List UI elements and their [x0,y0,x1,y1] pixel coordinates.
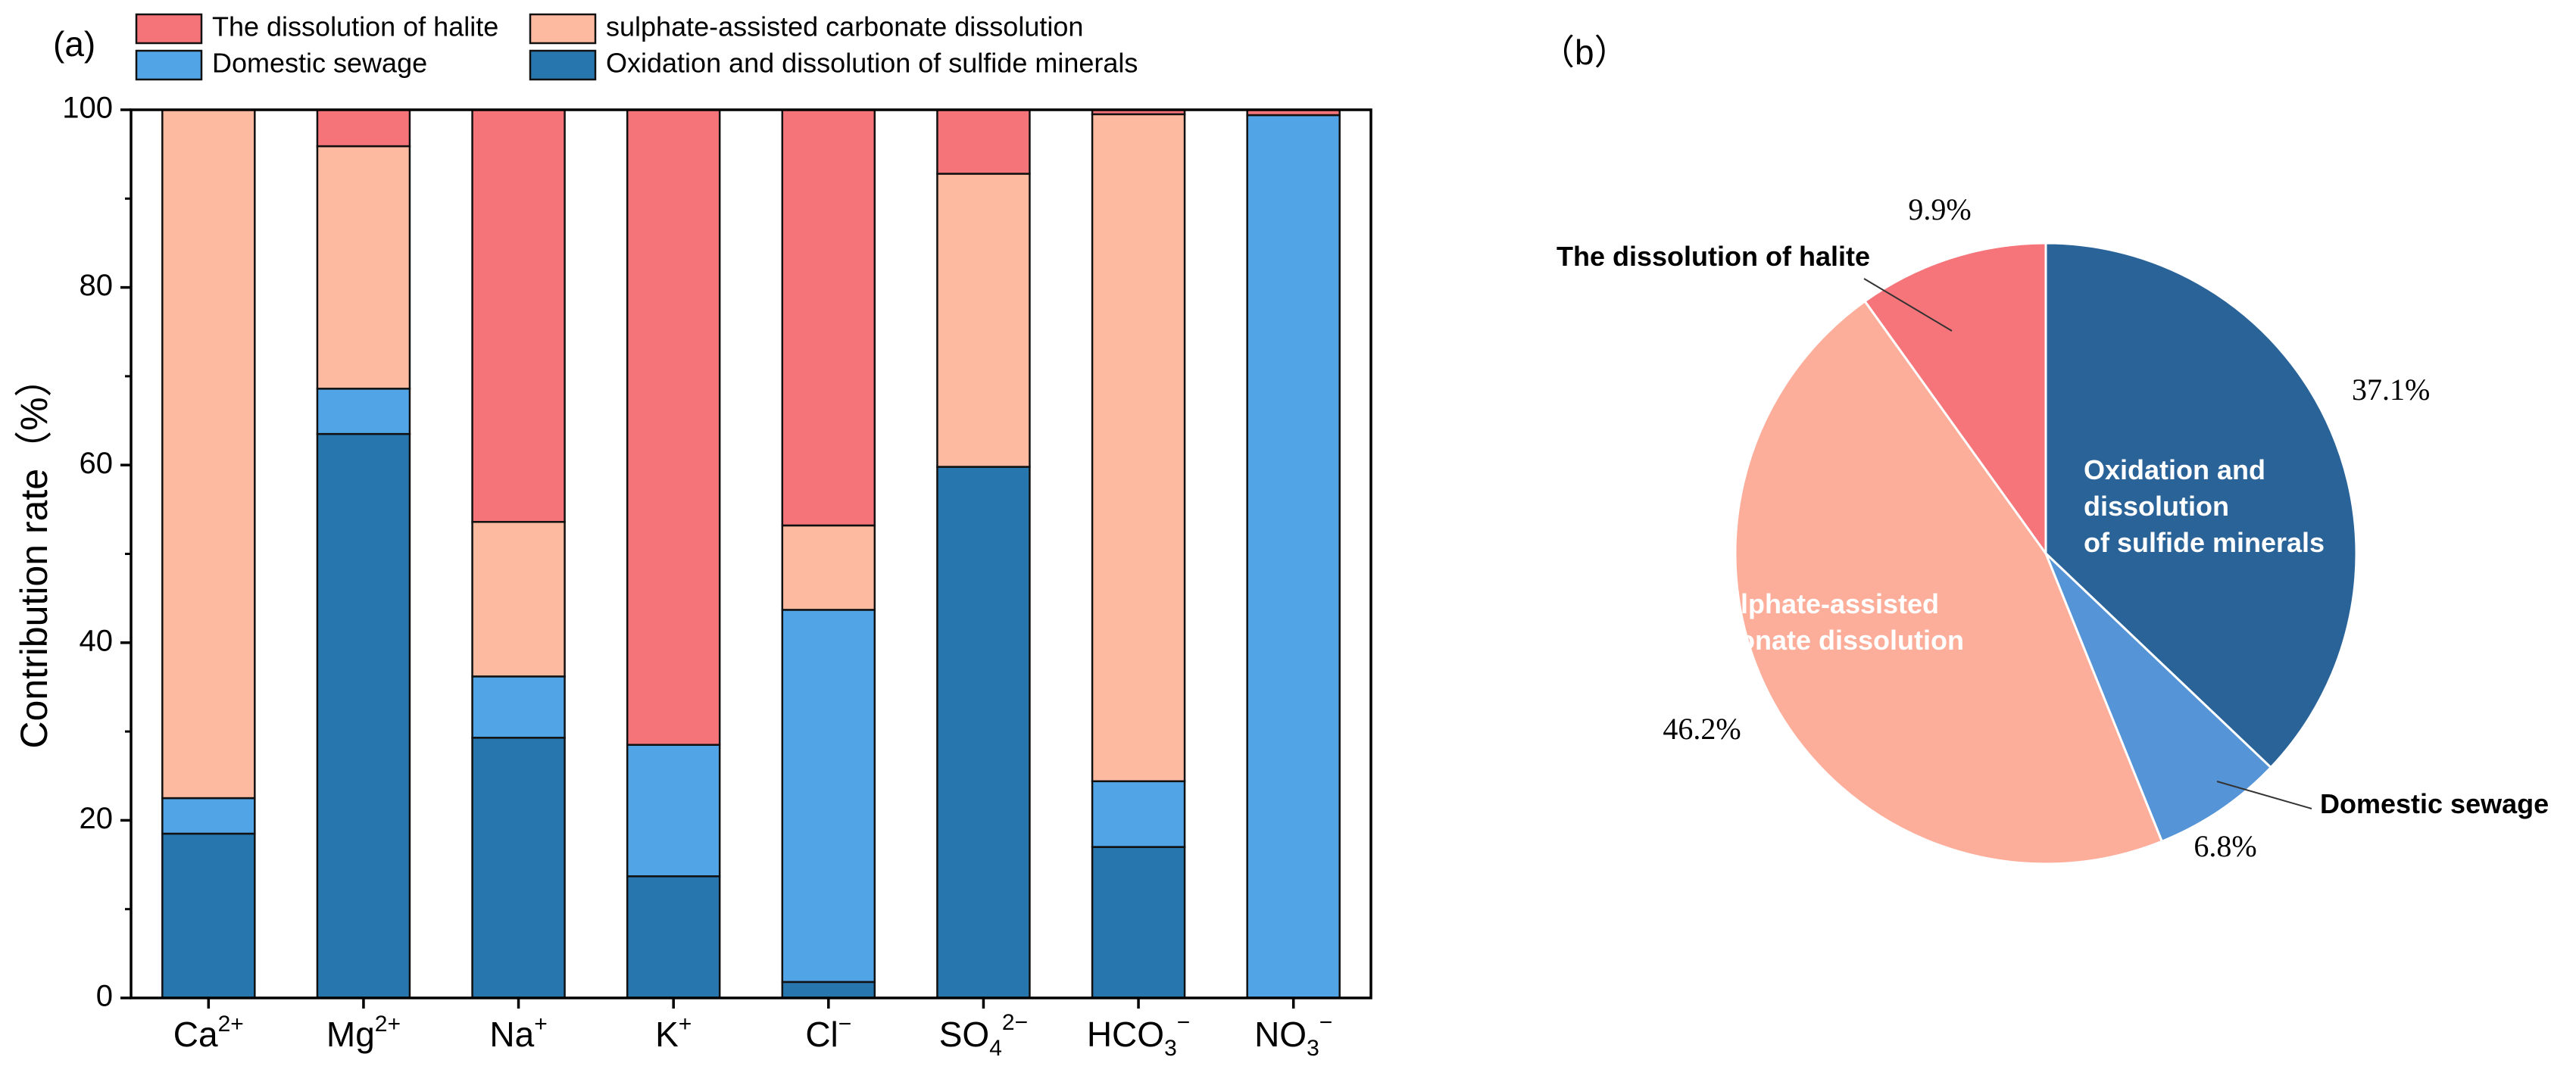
y-tick-label: 100 [62,92,113,125]
bar-segment-k-0 [626,875,721,999]
bar-segment-mg-0 [316,432,411,999]
pie-inner-label-sulfide: dissolution [2084,491,2229,522]
bar-segment-mg-3 [316,108,411,148]
x-tick-label-hco: HCO3− [1087,1010,1190,1061]
pie-pct-carbonate: 46.2% [1663,712,1741,746]
pie-inner-label-sulfide: of sulfide minerals [2084,527,2325,558]
leader-line-halite [1863,278,1953,332]
bar-segment-cl-0 [781,981,876,999]
pie-slice-1 [2044,552,2273,843]
bar-segment-hco-2 [1091,113,1186,783]
bar-segment-cl-2 [781,524,876,611]
pie-slice-0 [2044,242,2358,769]
legend-swatch [135,13,203,45]
panel-a-stacked-bar-chart: (a) 0 20 40 60 80 100 Contribution rate（%） Ca2+ M… [13,11,1372,1061]
pie-inner-label-carbonate: carbonate dissolution [1681,625,1964,656]
pie-slice-2 [1734,299,2164,865]
leader-line-sewage [2216,781,2312,809]
bar-segment-ca-0 [161,832,256,999]
y-axis-label: Contribution rate（%） [13,359,55,748]
pie-pct-halite: 9.9% [1908,192,1971,226]
pie-inner-label-sulfide: Oxidation and [2084,454,2265,485]
legend-swatch [529,49,597,81]
x-tick-label-so: SO42− [939,1010,1028,1061]
y-tick-label: 20 [80,802,114,835]
bar-segment-so-0 [936,466,1031,999]
y-tick-label: 60 [80,447,114,480]
y-tick-label: 80 [80,269,114,302]
x-tick-label-na: Na+ [489,1012,547,1054]
pie-slice-3 [1863,242,2047,557]
pie-pct-sulfide: 37.1% [2352,373,2430,407]
pie-outer-label-halite: The dissolution of halite [1557,241,1870,272]
bar-segment-no-1 [1246,114,1341,999]
bar-segment-cl-1 [781,609,876,984]
legend-label: The dissolution of halite [212,11,498,42]
bar-segment-na-2 [471,521,566,678]
bar-segment-cl-3 [781,108,876,527]
x-tick-label-no: NO3− [1254,1010,1332,1061]
x-tick-label-ca: Ca2+ [173,1012,244,1054]
pie-inner-label-carbonate: Sulphate-assisted [1706,588,1939,619]
x-tick-label-cl: Cl− [805,1012,851,1054]
bar-segment-na-1 [471,675,566,739]
x-tick-label-mg: Mg2+ [326,1012,401,1054]
x-tick-label-k: K+ [655,1012,692,1054]
bar-segment-hco-0 [1091,846,1186,999]
legend-swatch [135,49,203,81]
bar-segment-so-3 [936,108,1031,175]
bar-segment-mg-1 [316,388,411,435]
bar-segment-k-3 [626,108,721,746]
panel-b-label: （b） [1540,33,1629,72]
y-tick-label: 0 [96,980,113,1013]
panel-b-pie-chart: （b） Oxidation and dissolution of sulfide mi… [1540,33,2549,865]
y-tick-label: 40 [80,624,114,657]
bar-segment-so-2 [936,173,1031,468]
bar-segment-k-1 [626,744,721,878]
pie-outer-label-sewage: Domestic sewage [2320,788,2549,819]
bar-segment-hco-1 [1091,780,1186,848]
panel-a-label: (a) [53,24,95,64]
legend-swatch [529,13,597,45]
bar-segment-na-3 [471,108,566,523]
bar-segment-na-0 [471,737,566,999]
bar-segment-ca-1 [161,797,256,835]
pie-pct-sewage: 6.8% [2194,829,2256,863]
bar-segment-mg-2 [316,145,411,390]
legend-label: sulphate-assisted carbonate dissolution [606,11,1083,42]
bar-segment-ca-2 [161,108,256,800]
legend-label: Oxidation and dissolution of sulfide min… [606,48,1138,79]
legend-label: Domestic sewage [212,48,427,79]
